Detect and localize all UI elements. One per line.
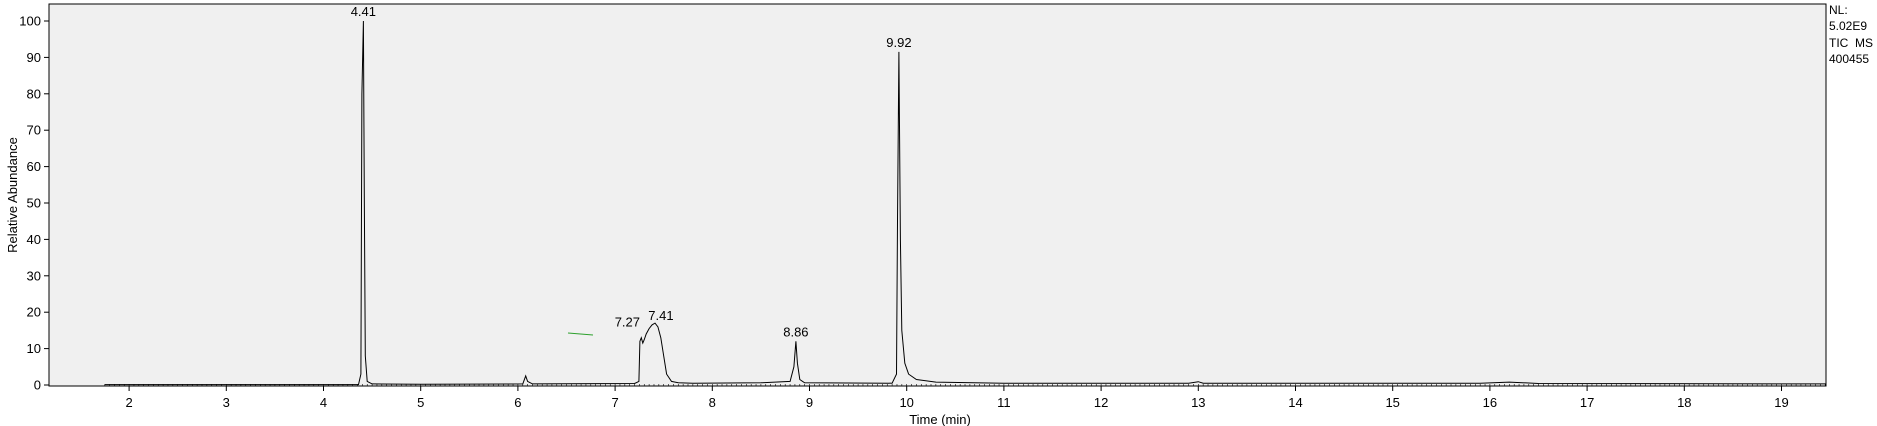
peak-labels: 4.41 7.27 7.41 8.86 9.92	[351, 4, 912, 339]
y-tick-label: 50	[27, 196, 41, 211]
x-tick-label: 11	[997, 395, 1011, 410]
y-tick-label: 40	[27, 232, 41, 247]
x-axis-title: Time (min)	[909, 412, 971, 426]
x-axis-ticks: 2 3 4 5 6 7 8 9 10 11 12 13 14 15 16 17 18 19	[125, 386, 1789, 410]
y-tick-label: 60	[27, 159, 41, 174]
y-tick-label: 80	[27, 86, 41, 101]
info-nl-value: 5.02E9	[1829, 19, 1867, 33]
x-tick-label: 3	[223, 395, 230, 410]
x-tick-label: 4	[320, 395, 327, 410]
y-tick-label: 30	[27, 268, 41, 283]
x-tick-label: 16	[1483, 395, 1497, 410]
x-tick-label: 6	[514, 395, 521, 410]
x-tick-label: 13	[1191, 395, 1205, 410]
y-tick-label: 100	[19, 14, 41, 29]
info-nl-label: NL:	[1829, 3, 1848, 17]
y-tick-label: 90	[27, 50, 41, 65]
y-tick-label: 0	[34, 378, 41, 393]
y-tick-label: 10	[27, 341, 41, 356]
plot-area	[48, 3, 1827, 387]
tic-trace-line	[104, 20, 1827, 386]
info-sample-id: 400455	[1829, 52, 1869, 66]
y-tick-label: 20	[27, 305, 41, 320]
peak-label: 9.92	[886, 35, 911, 50]
x-tick-label: 14	[1288, 395, 1302, 410]
baseline-segment	[567, 332, 594, 336]
info-block: NL: 5.02E9 TIC MS 400455	[1829, 3, 1873, 66]
x-tick-label: 19	[1774, 395, 1788, 410]
peak-label: 7.41	[648, 308, 673, 323]
x-tick-label: 18	[1677, 395, 1691, 410]
peak-label: 8.86	[783, 324, 808, 339]
x-tick-label: 2	[125, 395, 132, 410]
y-axis-title: Relative Abundance	[5, 137, 20, 253]
x-tick-label: 5	[417, 395, 424, 410]
x-tick-label: 9	[806, 395, 813, 410]
x-tick-label: 10	[899, 395, 913, 410]
x-tick-label: 7	[611, 395, 618, 410]
x-tick-label: 8	[709, 395, 716, 410]
peak-label: 4.41	[351, 4, 376, 19]
y-tick-label: 70	[27, 123, 41, 138]
x-tick-label: 17	[1580, 395, 1594, 410]
info-scan-type: TIC MS	[1829, 36, 1873, 50]
x-tick-label: 15	[1385, 395, 1399, 410]
y-axis-ticks: 0 10 20 30 40 50 60 70 80 90 100	[19, 14, 49, 393]
x-tick-label: 12	[1094, 395, 1108, 410]
peak-label: 7.27	[615, 315, 640, 330]
